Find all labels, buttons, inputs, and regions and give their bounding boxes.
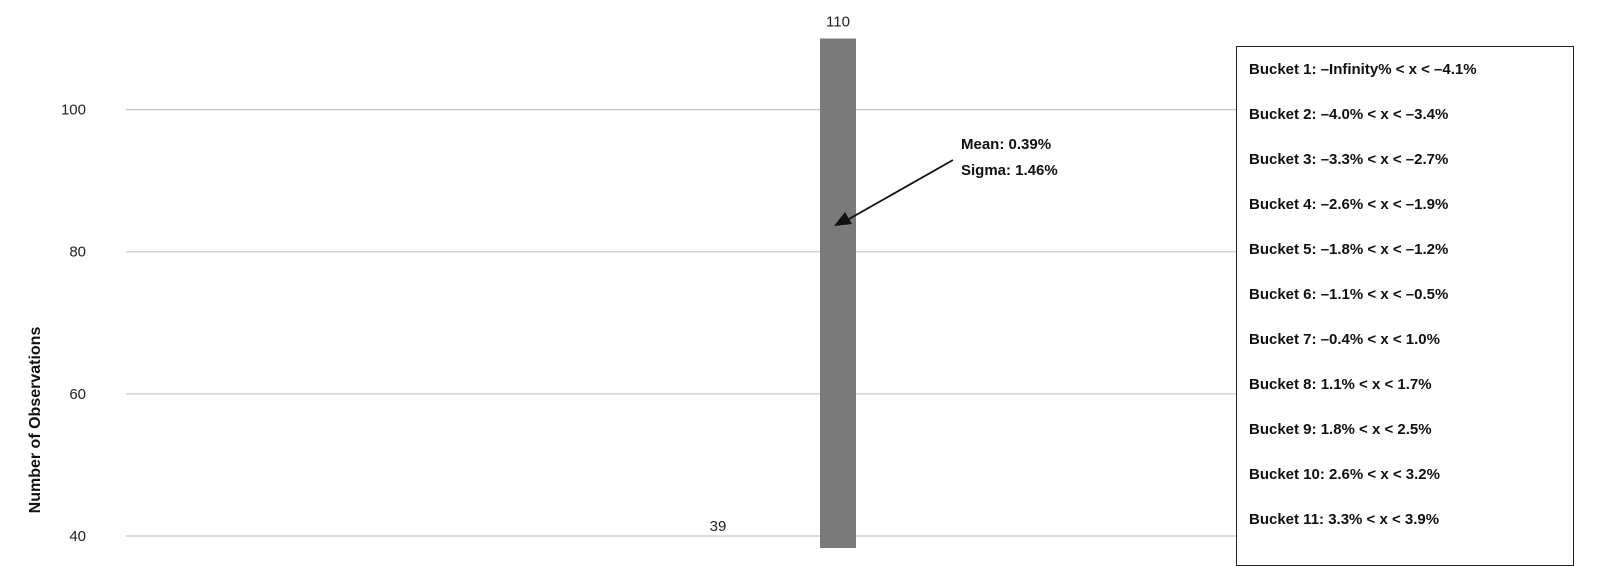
mean-sigma-annotation: Mean: 0.39% Sigma: 1.46% bbox=[834, 136, 1058, 226]
annotation-sigma: Sigma: 1.46% bbox=[961, 162, 1058, 179]
legend-item-bucket-7: Bucket 7: –0.4% < x < 1.0% bbox=[1249, 331, 1440, 348]
data-label-bucket-6: 39 bbox=[710, 518, 727, 535]
legend-item-bucket-9: Bucket 9: 1.8% < x < 2.5% bbox=[1249, 421, 1432, 438]
y-axis-label: Number of Observations bbox=[27, 327, 44, 514]
y-gridlines bbox=[126, 108, 1236, 537]
legend-item-bucket-10: Bucket 10: 2.6% < x < 3.2% bbox=[1249, 466, 1440, 483]
legend-item-bucket-3: Bucket 3: –3.3% < x < –2.7% bbox=[1249, 151, 1449, 168]
y-tick-label-80: 80 bbox=[69, 244, 86, 261]
bars bbox=[820, 38, 856, 548]
legend-item-bucket-1: Bucket 1: –Infinity% < x < –4.1% bbox=[1249, 61, 1477, 78]
legend-item-bucket-11: Bucket 11: 3.3% < x < 3.9% bbox=[1249, 511, 1440, 528]
annotation-arrow bbox=[848, 159, 954, 220]
annotation-mean: Mean: 0.39% bbox=[961, 136, 1051, 153]
bar-data-labels: 39 110 bbox=[710, 14, 850, 536]
y-tick-label-40: 40 bbox=[69, 528, 86, 545]
y-tick-labels: 40 60 80 100 bbox=[61, 102, 86, 545]
legend-item-bucket-6: Bucket 6: –1.1% < x < –0.5% bbox=[1249, 286, 1449, 303]
legend: Bucket 1: –Infinity% < x < –4.1% Bucket 2… bbox=[1236, 46, 1574, 566]
bar-bucket-7 bbox=[820, 38, 856, 548]
legend-item-bucket-2: Bucket 2: –4.0% < x < –3.4% bbox=[1249, 106, 1449, 123]
data-label-bucket-7: 110 bbox=[826, 14, 850, 31]
histogram-chart: 40 60 80 100 39 110 Number of Observations M… bbox=[27, 14, 1236, 548]
y-tick-label-60: 60 bbox=[69, 386, 86, 403]
annotation-arrowhead bbox=[834, 212, 852, 226]
legend-item-bucket-5: Bucket 5: –1.8% < x < –1.2% bbox=[1249, 241, 1449, 258]
y-tick-label-100: 100 bbox=[61, 102, 86, 119]
legend-item-bucket-4: Bucket 4: –2.6% < x < –1.9% bbox=[1249, 196, 1449, 213]
legend-item-bucket-8: Bucket 8: 1.1% < x < 1.7% bbox=[1249, 376, 1432, 393]
